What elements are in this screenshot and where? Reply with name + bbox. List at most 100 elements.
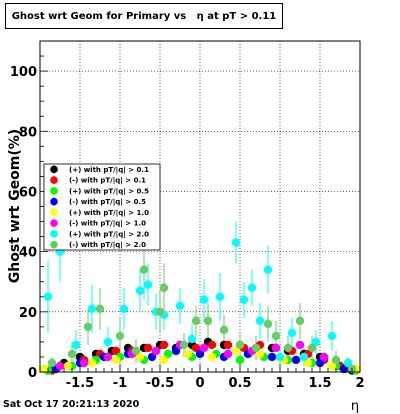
y-tick-label: 100 bbox=[10, 65, 37, 80]
data-point bbox=[223, 349, 233, 359]
data-point bbox=[239, 295, 249, 304]
data-point bbox=[95, 304, 105, 314]
data-point bbox=[119, 304, 129, 314]
data-point bbox=[87, 358, 97, 368]
y-tick-label: 60 bbox=[19, 185, 37, 200]
data-points bbox=[39, 238, 361, 375]
data-point bbox=[303, 358, 313, 368]
data-point bbox=[287, 328, 297, 338]
data-point bbox=[231, 238, 241, 247]
data-point bbox=[235, 340, 245, 350]
data-point bbox=[255, 349, 265, 359]
data-point bbox=[147, 352, 157, 362]
data-point bbox=[63, 361, 73, 371]
legend-label: (+) with pT/|q| > 1.0 bbox=[69, 209, 149, 218]
data-point bbox=[271, 343, 281, 353]
data-point bbox=[143, 343, 153, 353]
data-point bbox=[43, 292, 53, 301]
data-point bbox=[263, 265, 273, 274]
data-point bbox=[179, 340, 189, 350]
data-point bbox=[67, 349, 77, 359]
data-point bbox=[319, 352, 329, 362]
data-point bbox=[311, 337, 321, 347]
legend-marker bbox=[50, 230, 58, 238]
data-point bbox=[111, 355, 121, 365]
data-point bbox=[87, 304, 97, 314]
x-tick-label: 2 bbox=[355, 376, 364, 391]
data-point bbox=[39, 364, 49, 374]
x-tick-label: 0 bbox=[195, 376, 204, 391]
y-tick-label: 20 bbox=[19, 306, 37, 321]
data-point bbox=[331, 355, 341, 365]
data-point bbox=[207, 340, 217, 350]
data-point bbox=[175, 301, 185, 310]
y-tick-label: 80 bbox=[19, 125, 37, 140]
axis-ticks bbox=[39, 40, 361, 373]
chart-title-box: Ghost wrt Geom for Primary vs η at pT > … bbox=[5, 3, 283, 29]
data-point bbox=[231, 346, 241, 356]
data-point bbox=[219, 325, 229, 335]
legend-marker bbox=[50, 176, 58, 184]
data-point bbox=[327, 331, 337, 341]
legend-label: (-) with pT/|q| > 1.0 bbox=[69, 220, 146, 229]
legend-label: (-) with pT/|q| > 2.0 bbox=[69, 241, 146, 250]
data-point bbox=[299, 352, 309, 362]
data-point bbox=[283, 343, 293, 353]
legend-label: (-) with pT/|q| > 0.5 bbox=[69, 198, 146, 207]
data-point bbox=[115, 331, 125, 341]
data-point bbox=[159, 355, 169, 365]
legend-marker bbox=[50, 197, 58, 206]
data-point bbox=[103, 352, 113, 362]
legend: (+) with pT/|q| > 0.1 (-) with pT/|q| > 0… bbox=[43, 163, 161, 251]
x-tick-label: 1.5 bbox=[308, 376, 331, 391]
footer-date: Sat Oct 17 20:21:13 2020 bbox=[3, 399, 140, 410]
data-point bbox=[191, 316, 201, 326]
data-point bbox=[199, 343, 209, 353]
legend-marker bbox=[50, 219, 58, 227]
x-tick-label: 1 bbox=[275, 376, 284, 391]
y-tick-label: 40 bbox=[19, 246, 37, 261]
data-point bbox=[131, 346, 141, 356]
data-point bbox=[159, 283, 169, 292]
data-point bbox=[159, 340, 169, 350]
data-point bbox=[215, 292, 225, 301]
x-tick-label: -0.5 bbox=[146, 376, 174, 391]
data-point bbox=[187, 334, 197, 344]
data-point bbox=[195, 349, 205, 359]
data-point bbox=[343, 358, 353, 368]
legend-marker bbox=[50, 165, 58, 174]
data-point bbox=[171, 346, 181, 356]
data-point bbox=[327, 361, 337, 371]
data-point bbox=[71, 340, 81, 350]
data-point bbox=[191, 343, 201, 353]
data-point bbox=[139, 265, 149, 274]
data-point bbox=[151, 346, 161, 356]
data-point bbox=[247, 283, 257, 292]
data-point bbox=[307, 343, 317, 353]
data-point bbox=[223, 340, 233, 350]
chart-title: Ghost wrt Geom for Primary vs η at pT > … bbox=[11, 10, 277, 22]
data-point bbox=[55, 361, 65, 371]
data-point bbox=[267, 352, 277, 362]
data-point bbox=[183, 349, 193, 359]
data-point bbox=[135, 286, 145, 295]
data-point bbox=[295, 316, 305, 326]
legend-marker bbox=[50, 240, 58, 249]
legend-box bbox=[43, 163, 161, 251]
data-point bbox=[143, 280, 153, 289]
data-point bbox=[291, 355, 301, 365]
data-point bbox=[295, 340, 305, 350]
legend-label: (+) with pT/|q| > 2.0 bbox=[69, 230, 149, 239]
data-point bbox=[235, 355, 245, 365]
data-point bbox=[103, 337, 113, 347]
data-point bbox=[83, 322, 93, 332]
x-axis-label: η bbox=[351, 399, 359, 414]
y-tick-label: 0 bbox=[28, 366, 37, 381]
data-point bbox=[251, 343, 261, 353]
data-point bbox=[315, 358, 325, 368]
data-point bbox=[163, 349, 173, 359]
legend-label: (+) with pT/|q| > 0.1 bbox=[69, 166, 149, 175]
data-point bbox=[111, 346, 121, 356]
